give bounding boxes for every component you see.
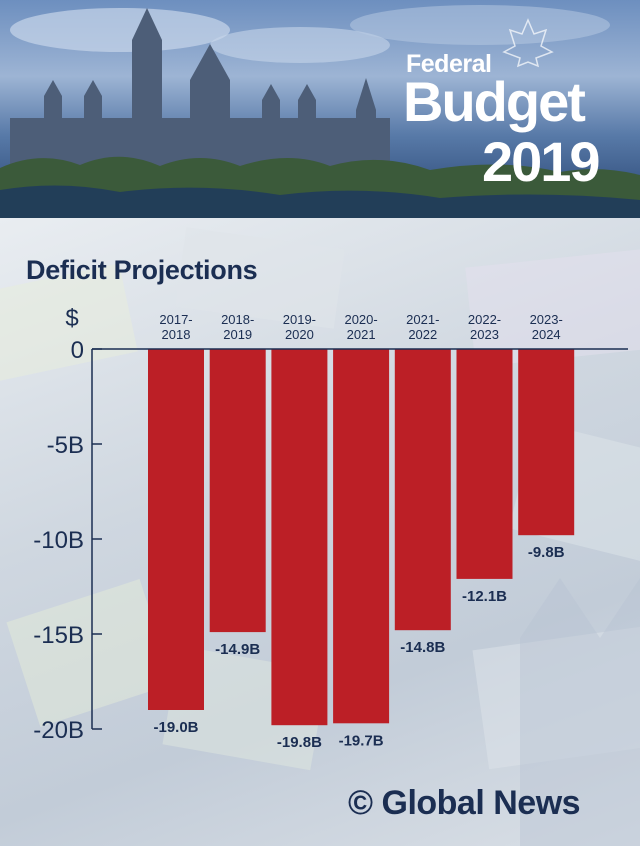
bar-2019-2020 <box>271 349 328 726</box>
category-label: 2018 <box>162 327 191 342</box>
category-label: 2019- <box>283 312 316 327</box>
category-label: 2023- <box>530 312 563 327</box>
brand-federal-text: Federal <box>406 50 492 78</box>
category-label: 2024 <box>532 327 561 342</box>
banknote-background <box>0 227 640 846</box>
category-label: 2021 <box>347 327 376 342</box>
data-label: -14.8B <box>400 639 445 656</box>
y-tick-label: -10B <box>33 527 84 554</box>
category-label: 2023 <box>470 327 499 342</box>
parliament-illustration <box>0 5 640 218</box>
bar-2021-2022 <box>394 349 451 631</box>
bar-2022-2023 <box>456 349 513 579</box>
data-label: -12.1B <box>462 588 507 605</box>
brand-year-text: 2019 <box>482 130 601 193</box>
data-label: -9.8B <box>528 544 565 561</box>
y-tick-label: -5B <box>47 432 84 459</box>
data-label: -19.7B <box>339 732 384 749</box>
y-tick-label: -20B <box>33 717 84 744</box>
header-banner: Federal Budget 2019 <box>0 0 640 218</box>
y-tick-label: 0 <box>71 337 84 364</box>
category-label: 2022 <box>408 327 437 342</box>
category-label: 2020- <box>344 312 377 327</box>
chart-panel: Deficit Projections $ -19.0B 2017- 2018 -14.… <box>0 218 640 846</box>
data-label: -19.0B <box>153 719 198 736</box>
bar-2020-2021 <box>333 349 390 724</box>
category-label: 2017- <box>159 312 192 327</box>
bar-2017-2018 <box>148 349 204 710</box>
chart-title: Deficit Projections <box>26 255 258 285</box>
category-label: 2020 <box>285 327 314 342</box>
bar-chart: $ -19.0B 2017-2018 -14.9B 2018-2019 -19.8B 201… <box>33 305 628 751</box>
data-label: -19.8B <box>277 734 322 751</box>
category-label: 2018- <box>221 312 254 327</box>
bar-2018-2019 <box>209 349 266 633</box>
y-tick-label: -15B <box>33 622 84 649</box>
data-label: -14.9B <box>215 641 260 658</box>
category-label: 2021- <box>406 312 439 327</box>
global-news-watermark: © Global News <box>348 784 581 822</box>
category-label: 2019 <box>223 327 252 342</box>
category-label: 2022- <box>468 312 501 327</box>
bar-2023-2024 <box>518 349 575 536</box>
y-axis-label: $ <box>65 305 78 332</box>
brand-budget-text: Budget <box>403 70 586 133</box>
